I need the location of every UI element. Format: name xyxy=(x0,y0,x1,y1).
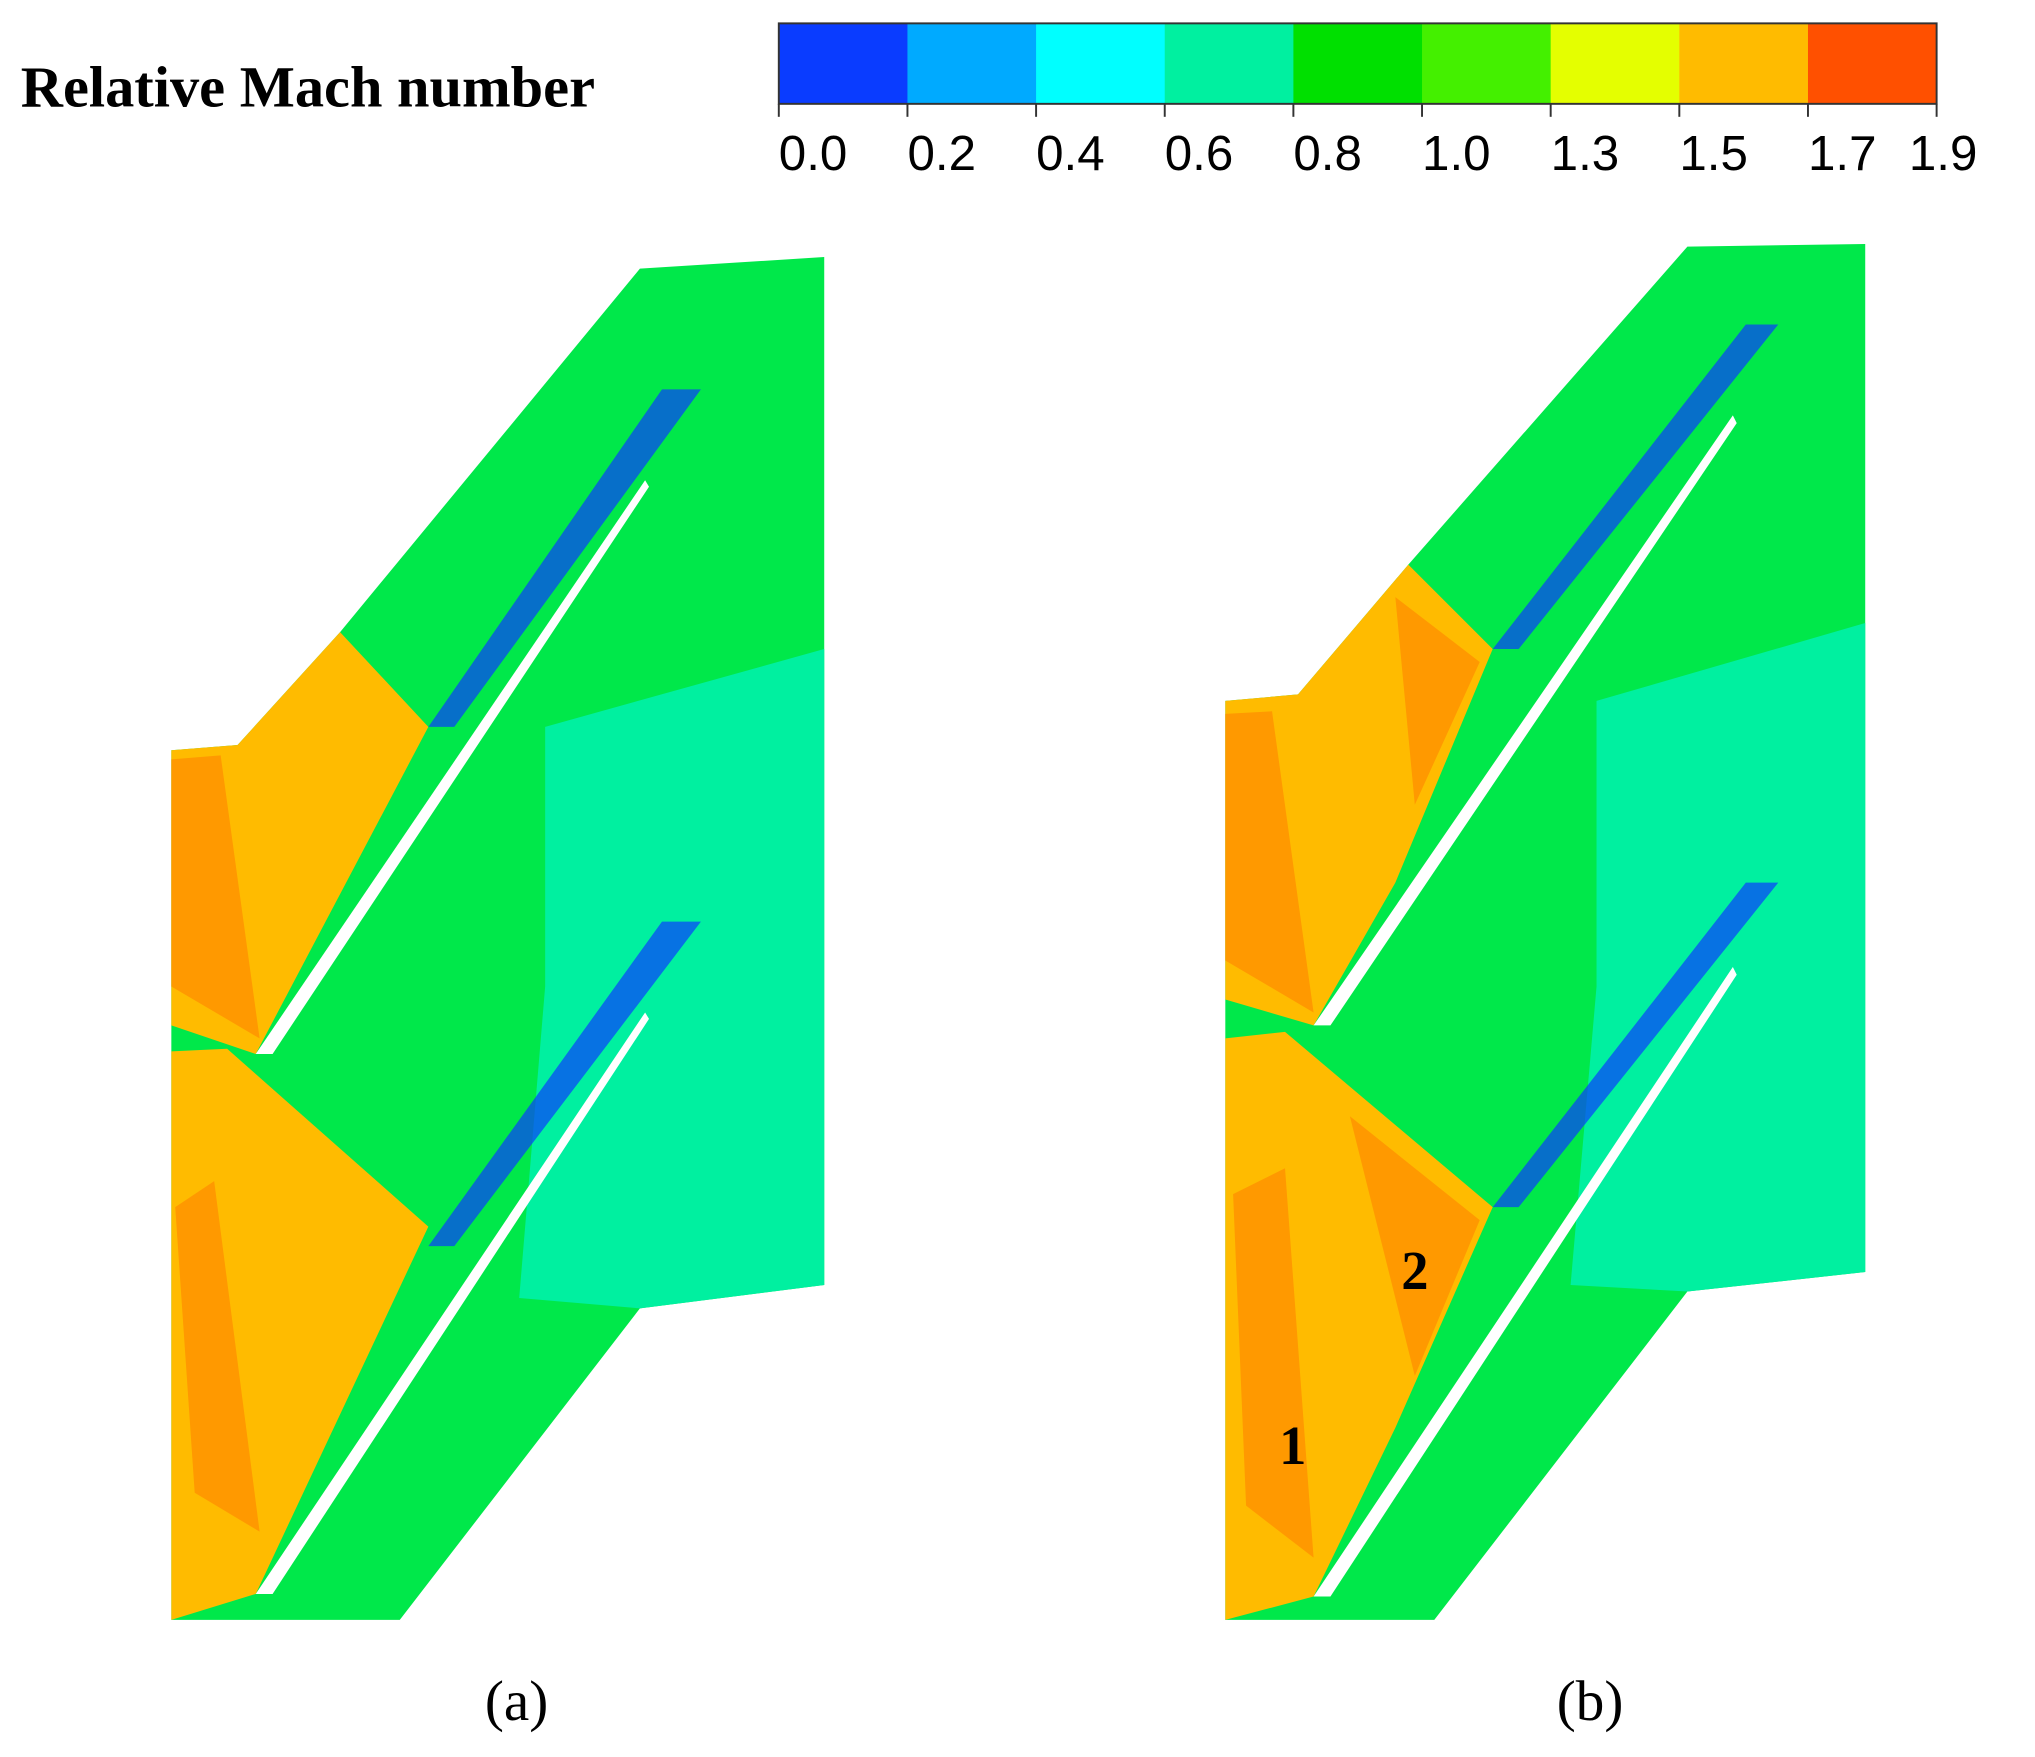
panel-label: (b) xyxy=(1557,1670,1624,1733)
annotation: 1 xyxy=(1279,1415,1306,1476)
high-mach-region xyxy=(175,1181,260,1532)
annotation: 2 xyxy=(1401,1240,1428,1301)
colorbar-band xyxy=(907,23,1037,104)
colorbar-tick-label: 0.4 xyxy=(1036,126,1105,181)
high-mach-region xyxy=(171,755,260,1039)
colorbar-band xyxy=(778,23,909,104)
low-mach-region xyxy=(428,389,701,727)
colorbar-band xyxy=(1679,23,1809,104)
contour-panel-a: (a) xyxy=(171,257,825,1733)
colorbar-frame xyxy=(777,22,1938,105)
colorbar-tick-label: 1.9 xyxy=(1909,126,1978,181)
colorbar-tick-label: 1.5 xyxy=(1679,126,1748,181)
blade xyxy=(1313,967,1737,1597)
panel-label: (a) xyxy=(485,1670,548,1733)
colorbar-title: Relative Mach number xyxy=(21,54,595,119)
colorbar-band xyxy=(1550,23,1680,104)
colorbar-band xyxy=(1036,23,1166,104)
blade xyxy=(255,1012,649,1594)
colorbar-band xyxy=(1807,23,1938,104)
colorbar-tick-label: 0.6 xyxy=(1165,126,1234,181)
colorbar-band xyxy=(1164,23,1295,104)
colorbar-tick-label: 1.0 xyxy=(1422,126,1491,181)
high-mach-region xyxy=(1349,1116,1480,1376)
colorbar-tick-label: 1.3 xyxy=(1551,126,1620,181)
low-mach-region xyxy=(1492,882,1779,1208)
subsonic-region xyxy=(519,649,825,1309)
colorbar-tick-label: 1.7 xyxy=(1808,126,1877,181)
colorbar-band xyxy=(1293,23,1423,104)
blade xyxy=(255,480,649,1054)
high-mach-region xyxy=(1395,597,1480,805)
high-mach-region xyxy=(1225,711,1314,1013)
colorbar: 0.0 0.2 0.4 0.6 0.8 1.0 1.3 1.5 1.7 1.9 xyxy=(777,22,1978,181)
low-mach-region xyxy=(428,921,701,1247)
high-mach-region xyxy=(1233,1168,1314,1558)
blade xyxy=(1313,415,1737,1026)
colorbar-tick-label: 0.0 xyxy=(779,126,848,181)
figure-content: Relative Mach number 0.0 0.2 0.4 0.6 0.8 1.0 1… xyxy=(21,22,1978,1733)
colorbar-tick-label: 0.2 xyxy=(907,126,976,181)
low-mach-region xyxy=(1492,324,1779,649)
colorbar-band xyxy=(1422,23,1552,104)
contour-panel-b: 1 2 (b) xyxy=(1225,244,1866,1733)
colorbar-tick-label: 0.8 xyxy=(1293,126,1362,181)
